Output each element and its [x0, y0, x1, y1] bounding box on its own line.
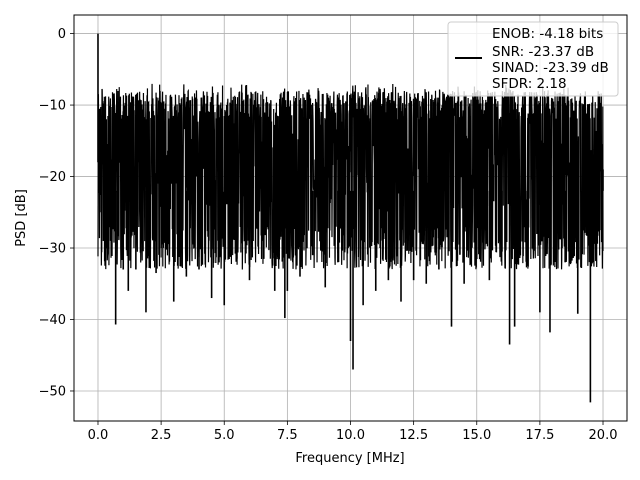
x-tick-label: 2.5: [151, 428, 172, 443]
legend-entry-sfdr: SFDR: 2.18: [492, 76, 567, 92]
legend-entry-enob: ENOB: -4.18 bits: [492, 26, 603, 42]
plot-area: [97, 33, 604, 403]
x-tick-label: 5.0: [214, 428, 235, 443]
legend-entry-sinad: SINAD: -23.39 dB: [492, 60, 609, 76]
y-axis-label: PSD [dB]: [14, 189, 29, 247]
x-tick-label: 10.0: [336, 428, 365, 443]
legend-entry-snr: SNR: -23.37 dB: [492, 44, 594, 60]
axis-ticks: 0.0 2.5 5.0 7.5 10.0 12.5 15.0 17.5 20.0 0 −10 −20 −…: [39, 27, 618, 443]
x-tick-label: 7.5: [277, 428, 298, 443]
x-tick-label: 20.0: [589, 428, 618, 443]
y-tick-label: −10: [39, 99, 66, 114]
psd-noise-trace: [97, 83, 604, 270]
legend-box: [447, 21, 619, 97]
y-tick-label: −20: [39, 170, 66, 185]
y-tick-label: −50: [39, 384, 66, 399]
y-tick-label: 0: [58, 27, 66, 42]
x-tick-label: 0.0: [88, 428, 109, 443]
y-tick-label: −30: [39, 242, 66, 257]
x-tick-label: 15.0: [462, 428, 491, 443]
x-tick-label: 12.5: [399, 428, 428, 443]
x-tick-label: 17.5: [525, 428, 554, 443]
legend: ENOB: -4.18 bits SNR: -23.37 dB SINAD: -…: [447, 21, 619, 97]
y-tick-label: −40: [39, 313, 66, 328]
x-axis-label: Frequency [MHz]: [295, 451, 404, 466]
